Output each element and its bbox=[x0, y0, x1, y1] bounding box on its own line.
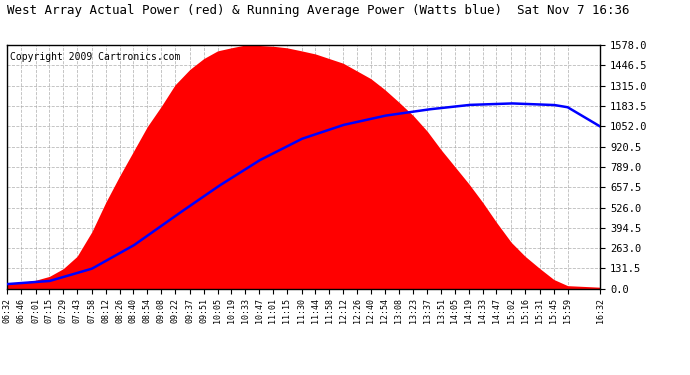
Text: West Array Actual Power (red) & Running Average Power (Watts blue)  Sat Nov 7 16: West Array Actual Power (red) & Running … bbox=[7, 4, 629, 17]
Text: Copyright 2009 Cartronics.com: Copyright 2009 Cartronics.com bbox=[10, 53, 180, 62]
